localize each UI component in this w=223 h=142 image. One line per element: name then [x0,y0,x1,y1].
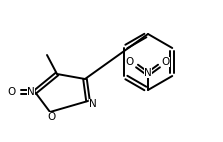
Text: O: O [47,112,55,122]
Text: O: O [162,57,170,67]
Text: N: N [27,87,35,97]
Text: O: O [126,57,134,67]
Text: N: N [144,68,152,78]
Text: N: N [89,99,97,109]
Text: O: O [7,87,15,97]
